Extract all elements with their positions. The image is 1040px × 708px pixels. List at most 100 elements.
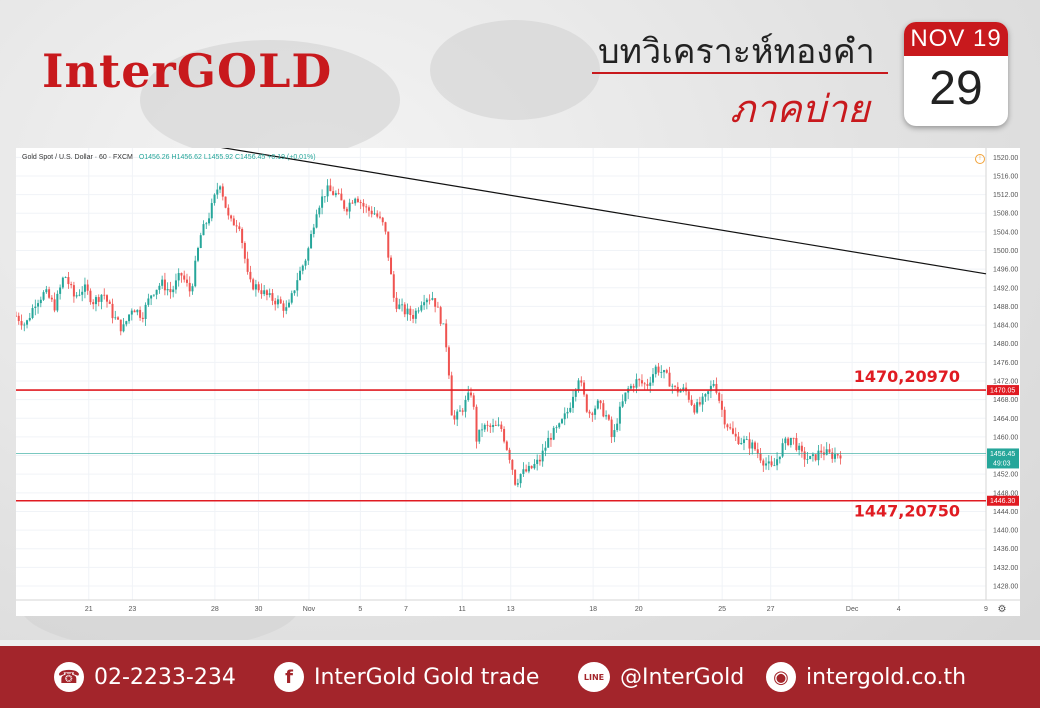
y-tick-label: 1512.00 <box>993 192 1018 199</box>
candle-body <box>161 279 164 286</box>
candle-body <box>718 392 721 401</box>
candle-body <box>196 248 199 261</box>
current-price-tag <box>987 448 1019 469</box>
candle-body <box>563 413 566 420</box>
candle-body <box>398 304 401 309</box>
candle-body <box>318 207 321 215</box>
footer-facebook[interactable]: f InterGold Gold trade <box>274 646 539 708</box>
alert-icon[interactable]: ! <box>975 154 985 164</box>
candle-body <box>152 294 155 296</box>
candle-body <box>365 206 368 208</box>
candle-body <box>130 310 133 315</box>
candle-body <box>789 437 792 446</box>
candle-body <box>696 402 699 413</box>
candle-body <box>770 461 773 466</box>
candle-body <box>464 400 467 412</box>
candle-body <box>715 383 718 393</box>
candle-body <box>285 307 288 311</box>
candle-body <box>494 425 497 426</box>
footer-website[interactable]: ◉ intergold.co.th <box>766 646 966 708</box>
y-tick-label: 1452.00 <box>993 472 1018 479</box>
candle-body <box>119 319 122 332</box>
candle-body <box>431 298 434 300</box>
candle-body <box>679 390 682 393</box>
candle-body <box>378 216 381 218</box>
candle-body <box>420 305 423 311</box>
y-tick-label: 1428.00 <box>993 584 1018 591</box>
candle-body <box>720 400 723 410</box>
candle-body <box>122 324 125 332</box>
candle-body <box>445 323 448 348</box>
candle-body <box>304 260 307 266</box>
candle-body <box>70 284 73 286</box>
candle-body <box>525 469 528 472</box>
candle-body <box>552 427 555 440</box>
candle-body <box>260 290 263 295</box>
candle-body <box>726 424 729 428</box>
candle-body <box>461 410 464 412</box>
candle-body <box>425 299 428 303</box>
candle-body <box>367 207 370 211</box>
candle-body <box>293 290 296 294</box>
candle-body <box>754 442 757 450</box>
x-tick-label: 18 <box>589 606 597 613</box>
candle-body <box>337 193 340 194</box>
candle-body <box>315 214 318 228</box>
candle-body <box>172 289 175 293</box>
calendar-badge: NOV 19 29 <box>904 22 1008 126</box>
candle-body <box>332 191 335 196</box>
candle-body <box>268 293 271 296</box>
candle-body <box>436 306 439 308</box>
candle-body <box>629 385 632 389</box>
candle-body <box>475 406 478 442</box>
candle-body <box>216 189 219 195</box>
candle-body <box>734 433 737 437</box>
candle-body <box>478 429 481 442</box>
candle-body <box>89 290 92 303</box>
x-tick-label: 25 <box>718 606 726 613</box>
candle-body <box>81 291 84 295</box>
candle-body <box>519 473 522 484</box>
candle-body <box>836 454 839 456</box>
candle-body <box>605 415 608 417</box>
candle-body <box>174 280 177 290</box>
candle-body <box>778 456 781 460</box>
x-tick-label: 20 <box>635 606 643 613</box>
candle-body <box>75 295 78 297</box>
brand-logo: InterGOLD <box>42 44 333 98</box>
candle-body <box>191 286 194 292</box>
candle-body <box>514 469 517 485</box>
y-tick-label: 1520.00 <box>993 155 1018 162</box>
candle-body <box>194 260 197 287</box>
candle-body <box>707 391 710 395</box>
candle-body <box>144 304 147 319</box>
line-icon: LINE <box>578 662 610 692</box>
candle-body <box>180 273 183 276</box>
y-tick-label: 1440.00 <box>993 528 1018 535</box>
candle-body <box>585 394 588 412</box>
candle-body <box>254 284 257 290</box>
candle-body <box>704 394 707 397</box>
y-tick-label: 1476.00 <box>993 360 1018 367</box>
candle-body <box>503 428 506 442</box>
candle-body <box>814 454 817 461</box>
candle-body <box>522 469 525 474</box>
candle-body <box>516 483 519 485</box>
candle-body <box>348 202 351 212</box>
candle-body <box>787 438 790 446</box>
calendar-month: NOV 19 <box>904 22 1008 56</box>
y-tick-label: 1488.00 <box>993 304 1018 311</box>
x-tick-label: Dec <box>846 606 859 613</box>
y-tick-label: 1492.00 <box>993 285 1018 292</box>
candle-body <box>781 443 784 457</box>
candle-body <box>709 385 712 392</box>
candle-body <box>243 242 246 259</box>
footer-phone[interactable]: ☎ 02-2233-234 <box>54 646 236 708</box>
candle-body <box>238 226 241 230</box>
footer-line[interactable]: LINE @InterGold <box>578 646 744 708</box>
candle-body <box>671 385 674 387</box>
x-tick-label: 30 <box>255 606 263 613</box>
candle-body <box>241 229 244 243</box>
candle-body <box>412 315 415 319</box>
candle-body <box>489 425 492 427</box>
